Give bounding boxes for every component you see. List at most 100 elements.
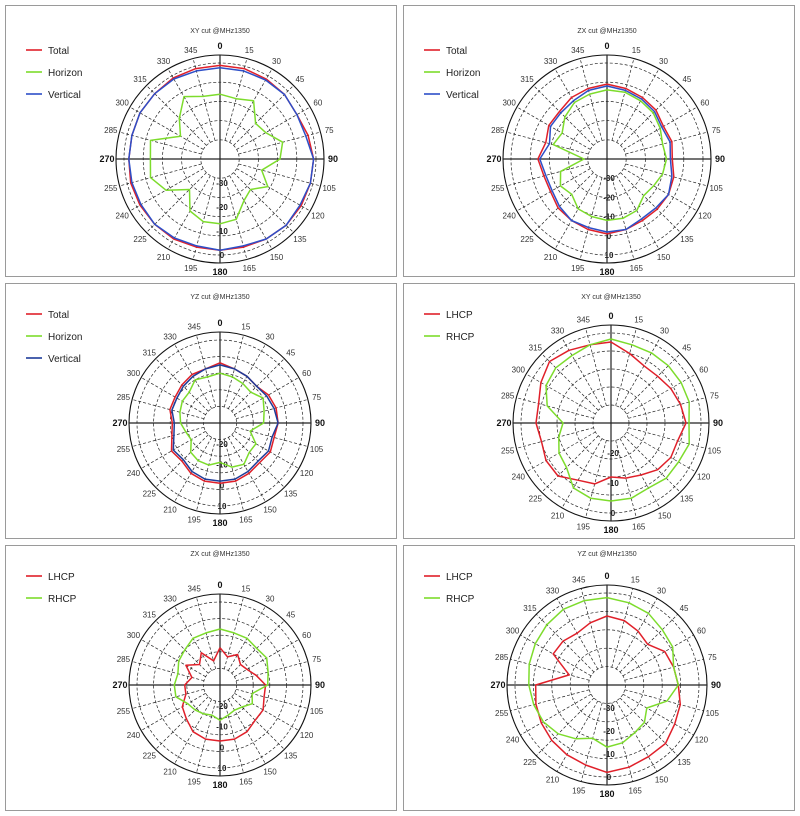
angle-label-315: 315	[520, 75, 534, 84]
spoke-240	[520, 693, 592, 736]
angle-label-240: 240	[127, 469, 141, 478]
spoke-60	[622, 634, 694, 677]
angle-label-330: 330	[163, 332, 177, 341]
spoke-75	[238, 131, 321, 155]
angle-label-345: 345	[187, 322, 201, 331]
angle-label-0: 0	[604, 41, 609, 51]
spoke-255	[510, 689, 590, 712]
spoke-120	[234, 430, 299, 469]
angle-label-90: 90	[713, 418, 723, 428]
angle-label-300: 300	[127, 369, 141, 378]
chart-title: ZX cut @MHz1350	[577, 28, 636, 35]
spoke-165	[223, 700, 244, 773]
radial-label: -10	[216, 723, 228, 732]
angle-label-15: 15	[634, 316, 643, 325]
spoke-225	[146, 172, 207, 233]
angle-label-165: 165	[632, 522, 646, 531]
spoke-15	[611, 588, 634, 668]
spoke-210	[174, 437, 213, 502]
angle-label-90: 90	[315, 680, 325, 690]
angle-label-180: 180	[212, 267, 227, 276]
spoke-345	[585, 328, 607, 406]
radial-label: 10	[218, 764, 227, 773]
spoke-255	[132, 426, 205, 447]
spoke-345	[579, 58, 603, 141]
spoke-300	[141, 377, 206, 416]
angle-label-120: 120	[300, 731, 314, 740]
radial-label: -10	[216, 461, 228, 470]
angle-label-255: 255	[491, 184, 505, 193]
radial-label: 0	[611, 509, 616, 518]
angle-label-150: 150	[657, 253, 671, 262]
series-line-vertical	[128, 67, 315, 251]
polar-chart-2-svg: ZX cut @MHz1350 0 15 30 45 60 75 90 105 120 135 150…	[424, 28, 725, 276]
radial-label: -30	[216, 179, 228, 188]
angle-label-210: 210	[157, 253, 171, 262]
polar-chart-4: XY cut @MHz1350 0 15 30 45 60 75 90 105 120 135 150…	[403, 283, 795, 539]
angle-label-135: 135	[677, 758, 691, 767]
spoke-225	[155, 696, 209, 750]
angle-label-270: 270	[490, 680, 505, 690]
angle-label-300: 300	[127, 631, 141, 640]
spoke-345	[580, 588, 603, 668]
angle-label-210: 210	[163, 506, 177, 515]
angle-label-330: 330	[551, 326, 565, 335]
angle-label-330: 330	[544, 57, 558, 66]
spoke-255	[119, 163, 202, 187]
angle-label-45: 45	[286, 348, 295, 357]
series-line-rhcp	[528, 596, 680, 748]
angle-label-285: 285	[117, 393, 131, 402]
angle-label-0: 0	[217, 41, 222, 51]
spoke-330	[554, 68, 598, 143]
angle-label-150: 150	[270, 253, 284, 262]
angle-label-15: 15	[632, 46, 641, 55]
spoke-105	[238, 163, 321, 187]
angle-label-60: 60	[700, 99, 709, 108]
spoke-45	[231, 620, 285, 674]
spoke-75	[624, 658, 704, 681]
spoke-285	[132, 399, 205, 420]
angle-label-15: 15	[245, 46, 254, 55]
angle-label-165: 165	[243, 264, 257, 273]
angle-label-30: 30	[266, 594, 275, 603]
spoke-315	[533, 85, 594, 146]
spoke-345	[192, 58, 216, 141]
series-line-rhcp	[545, 338, 690, 502]
angle-label-30: 30	[660, 326, 669, 335]
polar-chart-4-svg: XY cut @MHz1350 0 15 30 45 60 75 90 105 120 135 150…	[424, 294, 723, 535]
angle-label-90: 90	[711, 680, 721, 690]
spoke-285	[516, 397, 594, 419]
angle-label-165: 165	[239, 516, 253, 525]
angle-label-135: 135	[284, 752, 298, 761]
series-line-horizon	[179, 372, 265, 468]
spoke-300	[520, 634, 592, 677]
spoke-120	[234, 692, 299, 731]
radial-label: -10	[603, 213, 615, 222]
series-line-lhcp	[534, 615, 682, 774]
angle-label-315: 315	[529, 343, 543, 352]
radial-label: -20	[216, 440, 228, 449]
legend-label-horizon: Horizon	[446, 68, 480, 79]
spoke-30	[616, 68, 660, 143]
angle-label-345: 345	[571, 46, 585, 55]
spoke-105	[624, 689, 704, 712]
spoke-120	[626, 431, 697, 473]
angle-label-60: 60	[313, 99, 322, 108]
angle-label-255: 255	[117, 707, 131, 716]
angle-label-150: 150	[658, 512, 672, 521]
spoke-330	[561, 337, 603, 408]
spoke-15	[223, 335, 244, 408]
angle-label-105: 105	[322, 184, 336, 193]
spoke-120	[622, 693, 694, 736]
angle-label-210: 210	[544, 253, 558, 262]
angle-label-165: 165	[630, 264, 644, 273]
spoke-195	[196, 438, 217, 511]
spoke-300	[525, 373, 596, 415]
spoke-330	[167, 68, 211, 143]
spoke-195	[196, 700, 217, 773]
angle-label-210: 210	[551, 512, 565, 521]
angle-label-330: 330	[157, 57, 171, 66]
angle-label-165: 165	[239, 778, 253, 787]
spoke-30	[615, 598, 658, 670]
legend-label-lhcp: LHCP	[48, 572, 75, 583]
